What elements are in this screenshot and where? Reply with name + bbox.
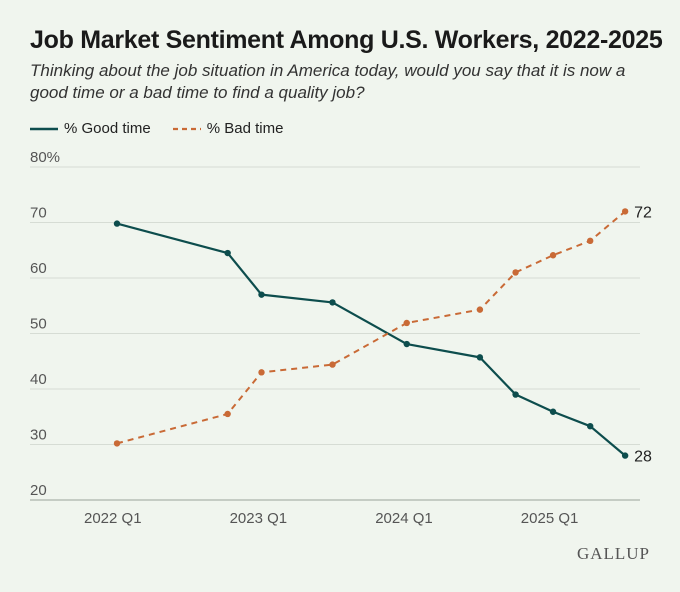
data-point-bad bbox=[329, 361, 336, 368]
y-tick-label: 80% bbox=[30, 149, 60, 166]
data-point-good bbox=[512, 391, 519, 398]
chart-title: Job Market Sentiment Among U.S. Workers,… bbox=[30, 26, 663, 54]
data-point-good bbox=[329, 299, 336, 306]
y-tick-label: 60 bbox=[30, 260, 47, 277]
y-tick-label: 20 bbox=[30, 482, 47, 499]
data-point-good bbox=[476, 354, 484, 361]
end-label-good: 28 bbox=[634, 449, 652, 466]
data-point-bad bbox=[258, 369, 265, 376]
y-tick-label: 30 bbox=[30, 427, 47, 444]
data-point-good bbox=[224, 249, 231, 257]
data-point-good bbox=[587, 422, 594, 430]
series-line-good bbox=[116, 222, 626, 457]
gallup-logo: GALLUP bbox=[576, 544, 650, 563]
y-tick-label: 40 bbox=[30, 371, 47, 388]
chart-legend: % Good time % Bad time bbox=[30, 120, 305, 137]
x-tick-label: 2025 Q1 bbox=[521, 510, 579, 527]
y-tick-label: 50 bbox=[30, 316, 47, 333]
data-point-bad bbox=[512, 269, 519, 276]
legend-swatch-bad bbox=[172, 127, 201, 130]
data-point-bad bbox=[403, 319, 410, 327]
data-point-bad bbox=[476, 306, 484, 313]
series-line-bad bbox=[116, 210, 626, 445]
y-tick-label: 70 bbox=[30, 205, 47, 222]
legend-item-good: % Good time bbox=[30, 120, 151, 137]
x-tick-label: 2023 Q1 bbox=[230, 510, 288, 527]
legend-swatch-good bbox=[30, 127, 58, 130]
data-point-good bbox=[113, 220, 121, 227]
data-point-bad bbox=[224, 410, 231, 418]
legend-label-bad: % Bad time bbox=[206, 120, 284, 137]
data-point-bad bbox=[587, 237, 594, 245]
x-tick-label: 2022 Q1 bbox=[84, 510, 142, 527]
data-point-good bbox=[549, 408, 557, 415]
data-point-good bbox=[258, 291, 265, 298]
data-point-good bbox=[403, 340, 410, 348]
legend-label-good: % Good time bbox=[64, 120, 151, 137]
legend-item-bad: % Bad time bbox=[172, 120, 284, 137]
data-point-bad bbox=[621, 208, 629, 215]
x-tick-label: 2024 Q1 bbox=[375, 510, 433, 527]
data-point-good bbox=[621, 452, 629, 459]
chart-subtitle: Thinking about the job situation in Amer… bbox=[30, 61, 626, 102]
data-point-bad bbox=[113, 440, 121, 447]
end-label-bad: 72 bbox=[634, 204, 652, 221]
data-point-bad bbox=[549, 252, 557, 259]
